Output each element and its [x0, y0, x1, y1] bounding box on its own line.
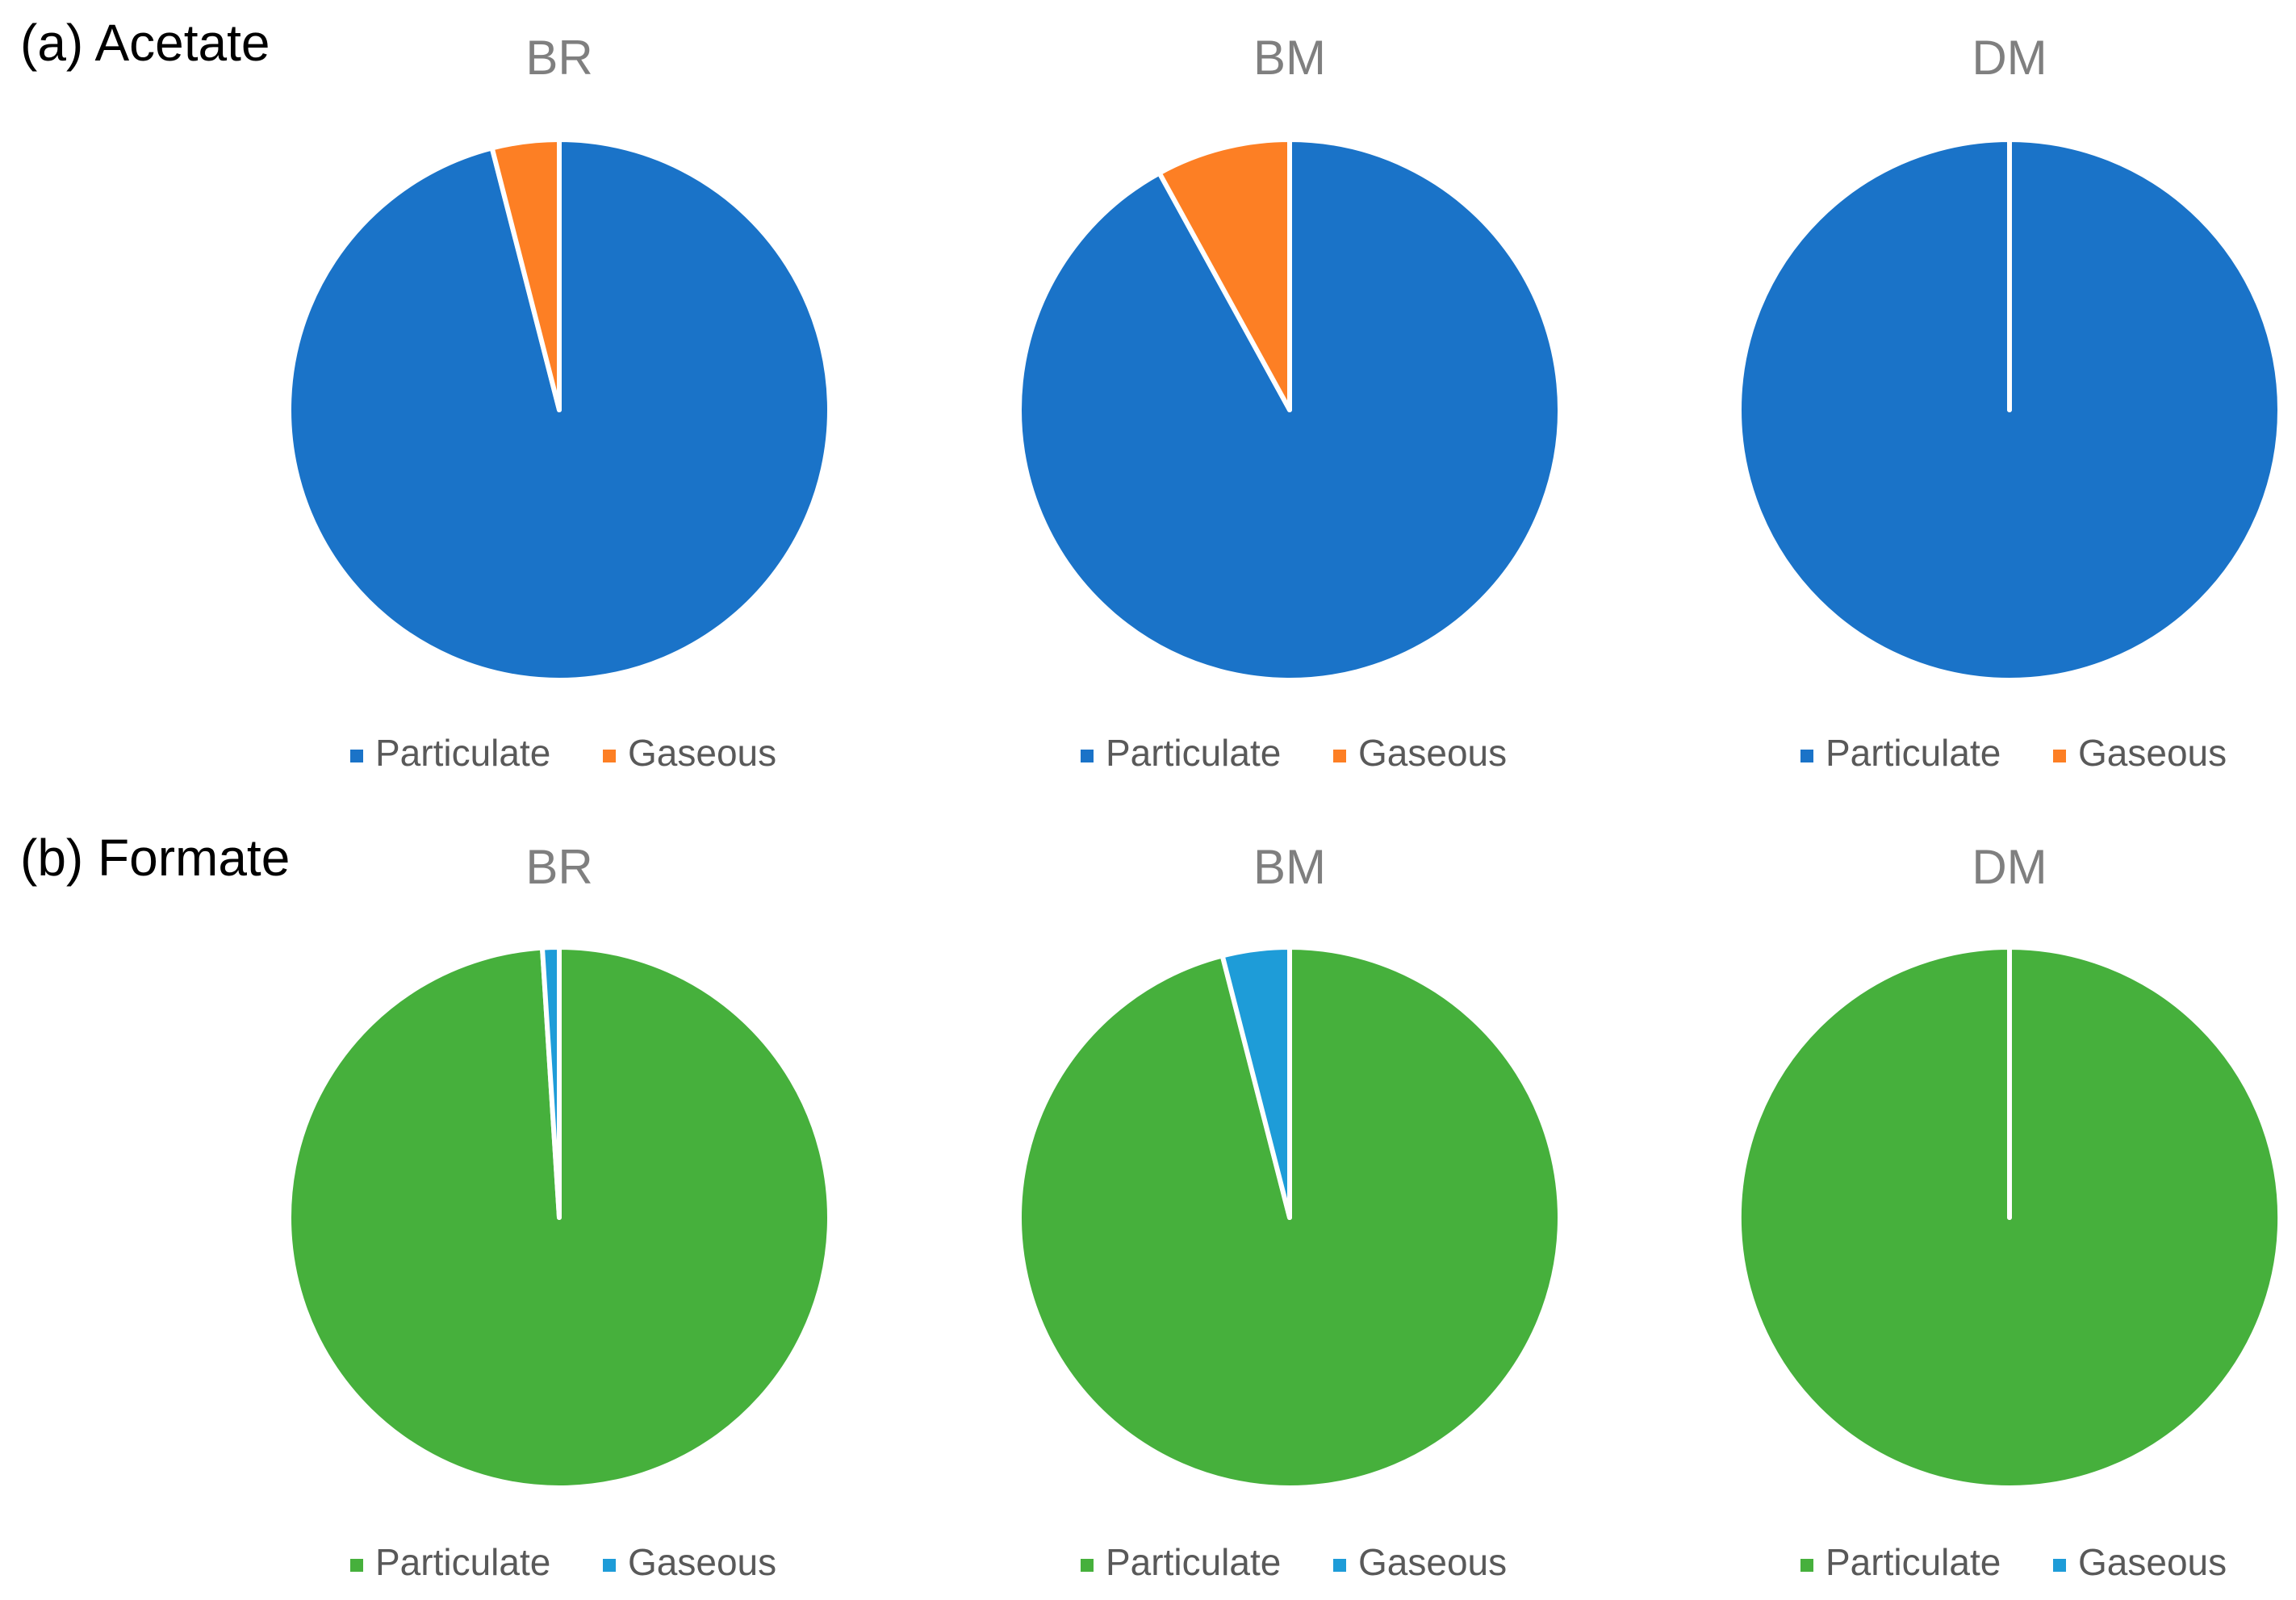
legend-label: Particulate — [1106, 732, 1281, 774]
legend-marker — [350, 1559, 363, 1572]
chart-title: DM — [1972, 840, 2047, 894]
legend-label: Gaseous — [1358, 1541, 1507, 1583]
legend-marker — [1333, 750, 1346, 762]
legend-label: Particulate — [1826, 732, 2001, 774]
chart-title: BM — [1253, 840, 1326, 894]
chart-title: BR — [525, 31, 592, 85]
legend-marker — [1800, 1559, 1813, 1572]
legend-label: Gaseous — [2078, 732, 2227, 774]
legend-label: Gaseous — [1358, 732, 1507, 774]
legend-marker — [350, 750, 363, 762]
panel-label: (a) Acetate — [20, 14, 270, 72]
legend-label: Particulate — [375, 1541, 550, 1583]
legend-label: Gaseous — [2078, 1541, 2227, 1583]
panel-label: (b) Formate — [20, 829, 290, 887]
legend-marker — [1333, 1559, 1346, 1572]
legend-marker — [2053, 1559, 2066, 1572]
legend-label: Particulate — [1826, 1541, 2001, 1583]
legend-label: Particulate — [375, 732, 550, 774]
chart-title: BM — [1253, 31, 1326, 85]
legend-marker — [603, 1559, 616, 1572]
legend-marker — [2053, 750, 2066, 762]
legend-label: Gaseous — [628, 732, 776, 774]
legend-marker — [1800, 750, 1813, 762]
pie-slice — [1219, 945, 1292, 1220]
pie-slice — [489, 137, 562, 412]
legend-marker — [1081, 1559, 1094, 1572]
legend-marker — [1081, 750, 1094, 762]
legend-label: Particulate — [1106, 1541, 1281, 1583]
legend-marker — [603, 750, 616, 762]
pie-slice — [1156, 137, 1292, 412]
legend-label: Gaseous — [628, 1541, 776, 1583]
pie-slice — [539, 944, 562, 1220]
chart-title: DM — [1972, 31, 2047, 85]
chart-title: BR — [525, 840, 592, 894]
